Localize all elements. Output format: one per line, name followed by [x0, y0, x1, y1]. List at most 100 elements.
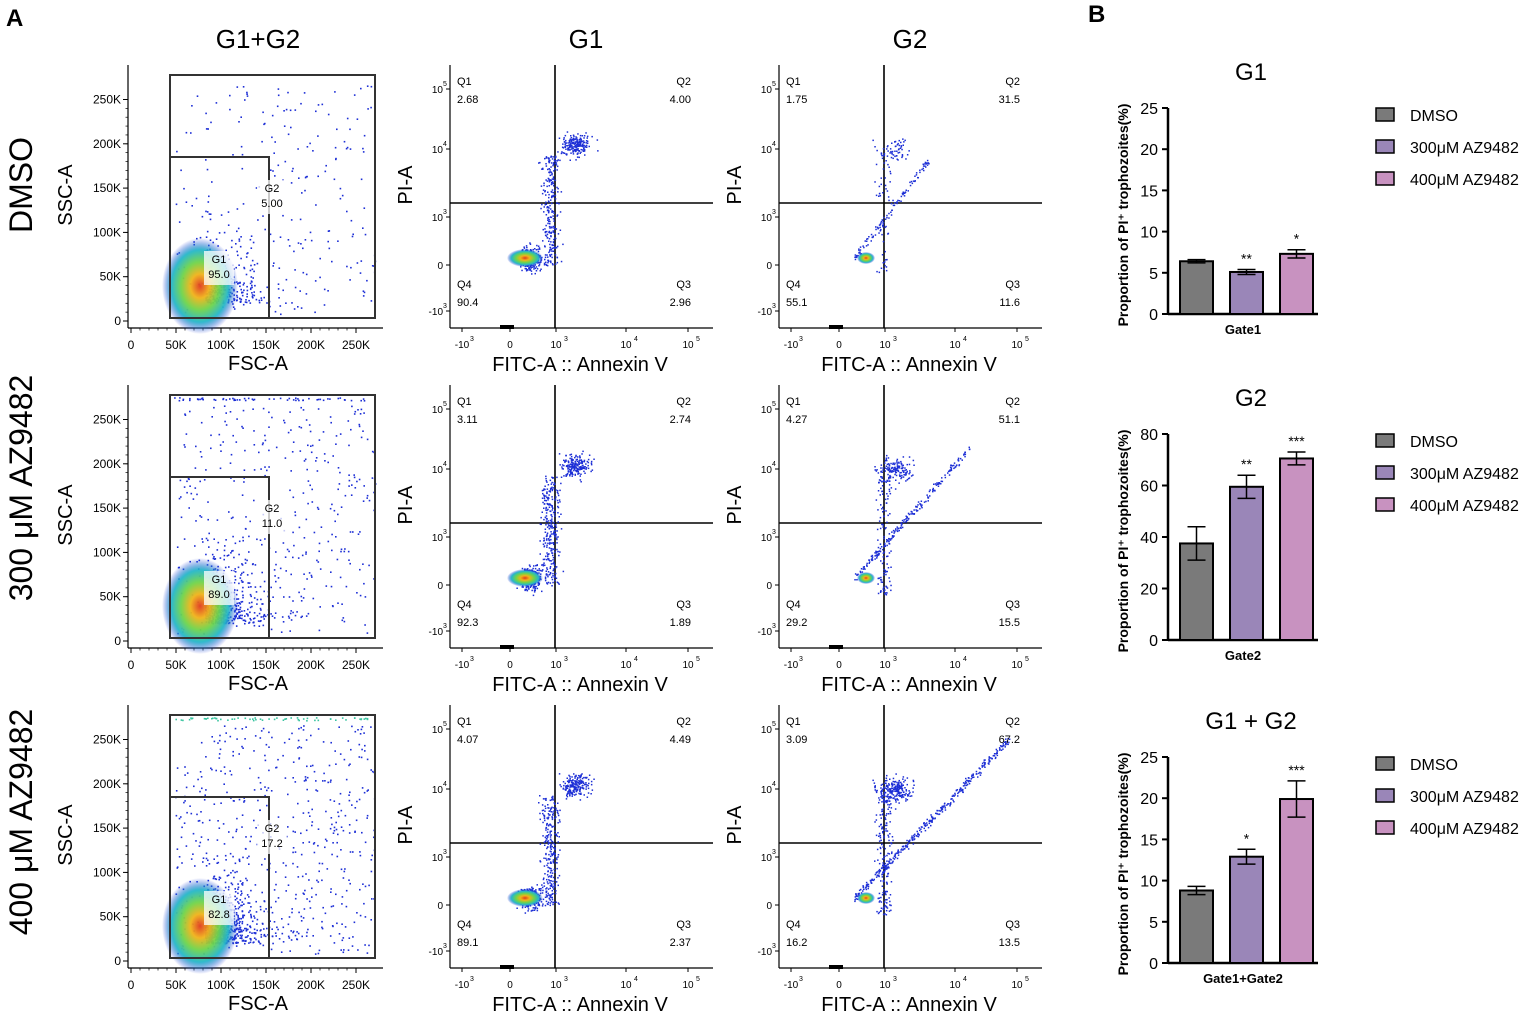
event-dot [260, 598, 262, 601]
event-dot [360, 436, 363, 439]
event-dot [249, 617, 251, 620]
event-dot [250, 889, 252, 892]
event-dot [875, 194, 878, 197]
event-dot [197, 778, 199, 781]
event-dot [336, 128, 338, 131]
y-tick-label: 0 [437, 581, 443, 592]
event-dot [963, 453, 965, 455]
event-dot [268, 466, 270, 468]
event-dot [201, 787, 203, 790]
event-dot [551, 489, 554, 492]
event-dot [888, 471, 891, 473]
event-dot [534, 567, 537, 570]
x-tick-label: 10 [620, 660, 632, 671]
event-dot [889, 475, 892, 478]
event-dot [359, 733, 362, 735]
event-dot [906, 517, 908, 519]
event-dot [538, 568, 540, 570]
event-dot [196, 493, 198, 496]
event-dot [277, 577, 280, 579]
event-dot [545, 570, 547, 572]
event-dot [271, 136, 273, 139]
event-dot [175, 203, 178, 206]
event-dot [879, 516, 882, 519]
event-dot [234, 579, 237, 581]
event-dot [355, 819, 358, 822]
event-dot [566, 473, 568, 475]
event-dot [559, 211, 562, 213]
event-dot [565, 460, 567, 462]
event-dot [235, 830, 237, 833]
event-dot [551, 250, 553, 252]
event-dot [246, 936, 248, 938]
event-dot [553, 576, 556, 579]
event-dot [901, 155, 904, 157]
event-dot [297, 739, 300, 742]
event-dot [226, 875, 229, 877]
event-dot [246, 285, 248, 288]
event-dot [934, 483, 937, 485]
event-dot [544, 577, 547, 580]
event-dot [901, 154, 904, 156]
event-dot [220, 214, 223, 216]
quadrant-value-q3: 2.96 [670, 297, 691, 309]
event-dot [897, 152, 899, 154]
event-dot [580, 151, 582, 153]
event-dot [199, 771, 202, 773]
event-dot [903, 471, 905, 473]
event-dot [562, 570, 565, 573]
event-dot [549, 174, 551, 177]
x-tick-label: -10 [784, 660, 799, 671]
event-dot [239, 934, 242, 937]
event-dot [551, 486, 553, 489]
event-dot [238, 240, 241, 242]
event-dot [340, 550, 342, 553]
event-dot [237, 892, 239, 895]
event-dot [863, 566, 865, 568]
event-dot [545, 203, 548, 205]
event-dot [890, 214, 893, 216]
event-dot [580, 466, 582, 468]
event-dot [875, 554, 877, 557]
event-dot [263, 296, 265, 299]
event-dot [885, 481, 887, 483]
event-dot [889, 152, 891, 154]
event-dot [238, 553, 240, 556]
event-dot [882, 221, 885, 224]
y-tick-label: 200K [93, 777, 121, 791]
quadrant-value-q4: 29.2 [786, 617, 807, 629]
event-dot [891, 209, 893, 212]
event-dot [908, 513, 911, 516]
event-dot [913, 513, 915, 515]
event-dot [217, 742, 219, 744]
event-dot [543, 495, 546, 498]
event-dot [576, 137, 578, 139]
event-dot [889, 172, 892, 175]
event-dot [555, 489, 557, 491]
event-dot [243, 797, 245, 799]
event-dot [321, 926, 323, 929]
event-dot [261, 571, 263, 574]
event-dot [572, 151, 574, 153]
event-dot [220, 802, 222, 804]
event-dot [251, 268, 254, 271]
event-dot [880, 581, 883, 583]
event-dot [544, 157, 546, 160]
event-dot [347, 550, 350, 553]
event-dot [876, 149, 878, 152]
event-dot [545, 165, 548, 167]
event-dot [290, 219, 293, 221]
x-tick-label: 0 [507, 660, 513, 671]
event-dot [570, 141, 573, 143]
event-dot [549, 216, 552, 218]
event-dot [293, 308, 296, 310]
event-dot [242, 86, 245, 88]
event-dot [213, 876, 215, 878]
event-dot [563, 459, 565, 462]
event-dot [364, 944, 366, 946]
event-dot [218, 876, 221, 879]
event-dot [353, 474, 355, 476]
event-dot [948, 474, 951, 476]
event-dot [568, 146, 571, 149]
event-dot [522, 586, 524, 588]
